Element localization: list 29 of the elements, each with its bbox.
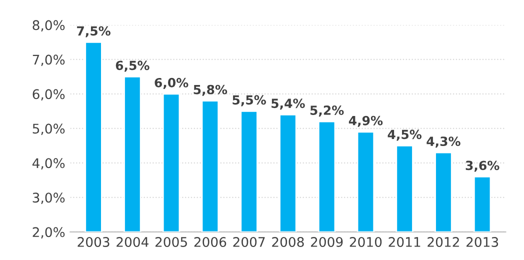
x-tick-label: 2008 bbox=[272, 237, 304, 247]
x-tick-label: 2004 bbox=[116, 237, 148, 247]
data-label: 6,5% bbox=[116, 60, 150, 72]
x-tick-label: 2013 bbox=[466, 237, 498, 247]
data-label: 5,4% bbox=[272, 98, 305, 110]
x-tick-label: 2003 bbox=[78, 237, 110, 247]
y-tick-label: 2,0% bbox=[32, 227, 65, 238]
x-tick-label: 2012 bbox=[428, 237, 459, 247]
data-label: 4,3% bbox=[426, 136, 460, 148]
data-label: 4,9% bbox=[348, 116, 383, 127]
y-tick-label: 6,0% bbox=[32, 89, 65, 100]
y-tick-label: 8,0% bbox=[32, 20, 65, 32]
data-label: 5,2% bbox=[310, 106, 344, 117]
x-tick-label: 2010 bbox=[350, 237, 382, 247]
x-tick-label: 2005 bbox=[155, 237, 187, 247]
data-label: 5,8% bbox=[194, 84, 228, 96]
y-tick-label: 7,0% bbox=[32, 54, 65, 66]
x-tick-label: 2009 bbox=[310, 237, 343, 247]
y-tick-label: 3,0% bbox=[32, 192, 65, 204]
x-tick-label: 2011 bbox=[388, 237, 420, 247]
x-tick-label: 2006 bbox=[194, 237, 226, 247]
data-label: 7,5% bbox=[77, 26, 110, 38]
data-label: 3,6% bbox=[466, 160, 500, 172]
y-tick-label: 4,0% bbox=[32, 158, 65, 170]
data-label: 4,5% bbox=[388, 130, 422, 141]
data-label: 6,0% bbox=[154, 78, 188, 89]
x-tick-label: 2007 bbox=[233, 237, 265, 247]
data-label: 5,5% bbox=[232, 95, 266, 106]
y-tick-label: 5,0% bbox=[32, 124, 65, 135]
